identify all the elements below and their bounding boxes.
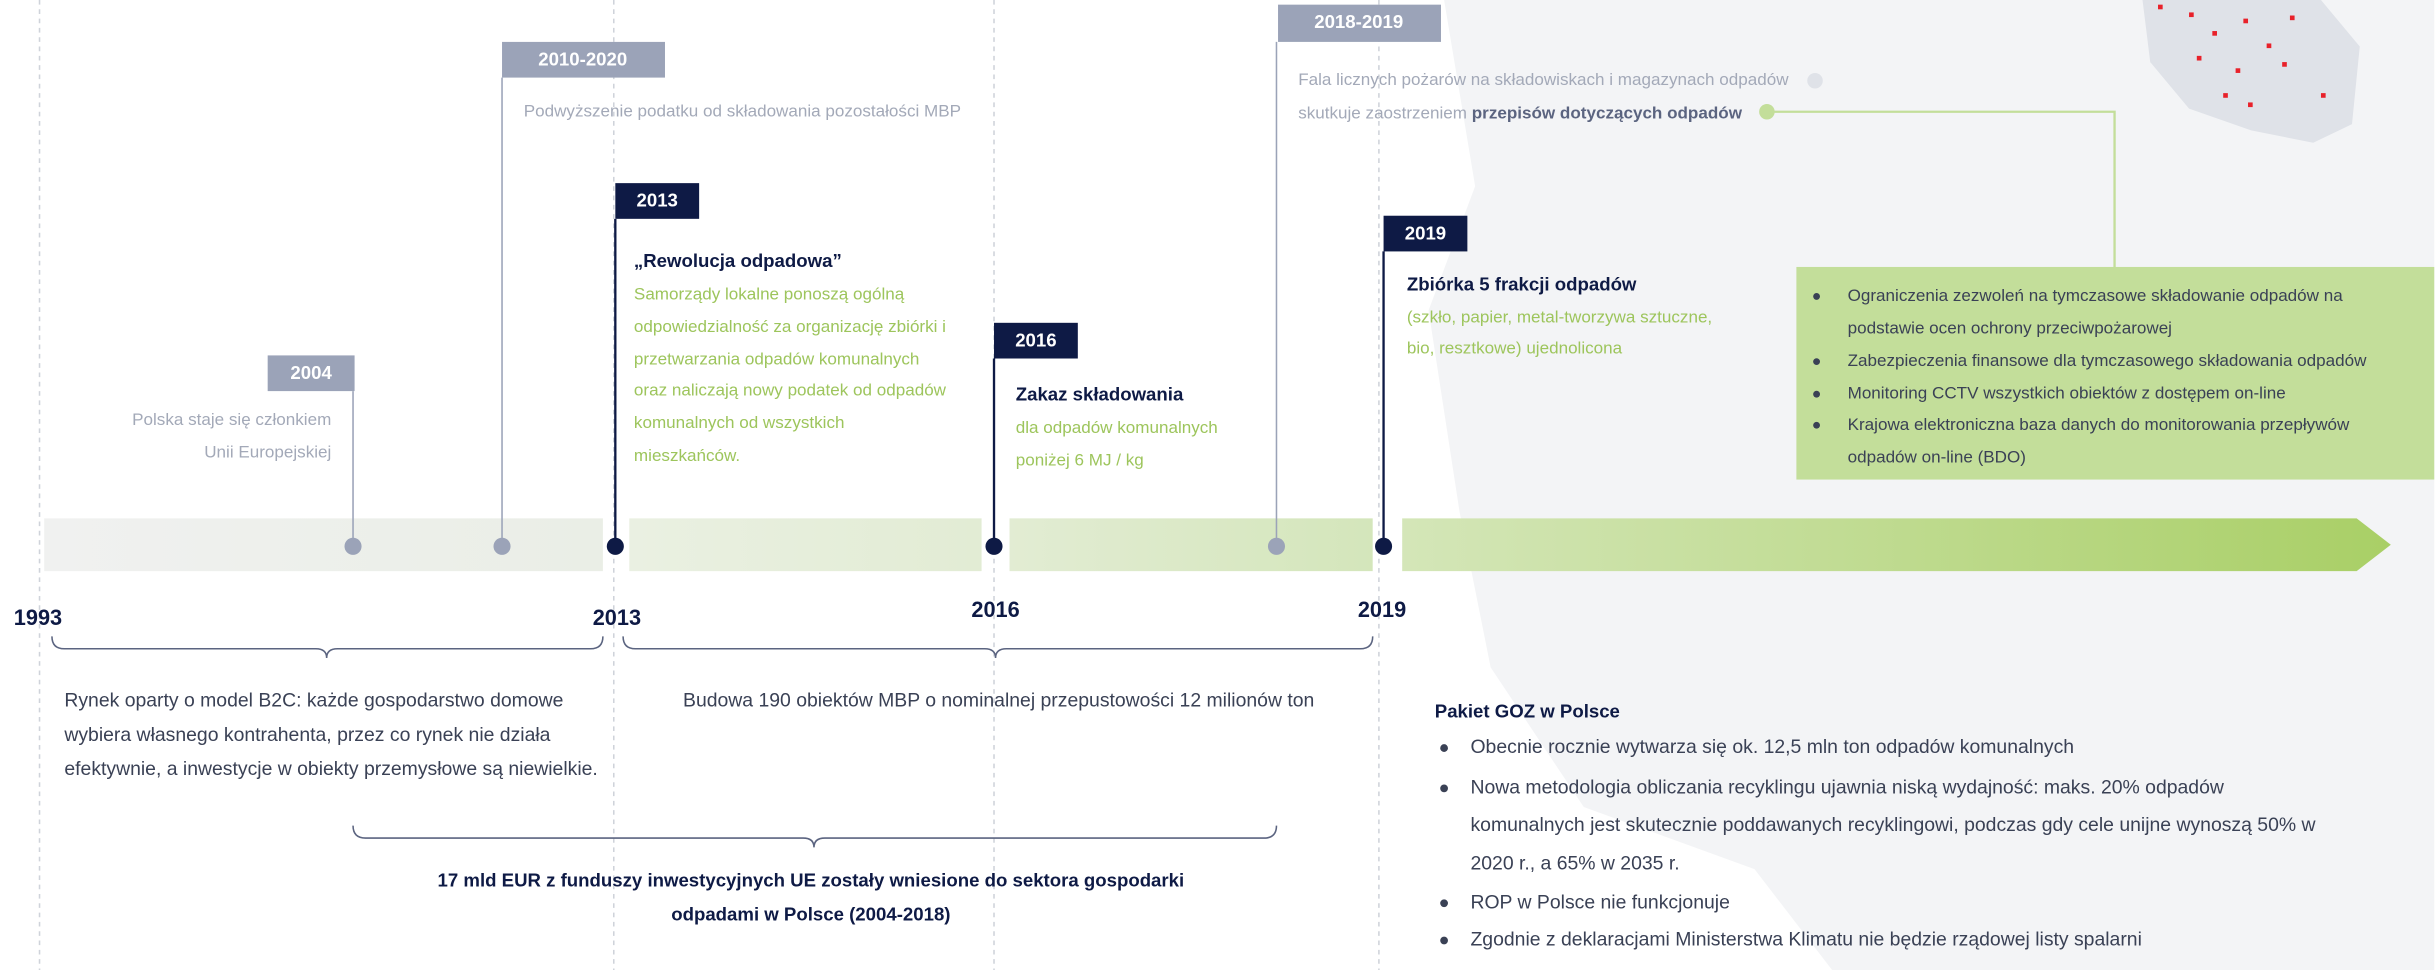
package-item: Zgodnie z deklaracjami Ministerstwa Klim… [1470, 929, 2141, 951]
text: bio, resztkowe) ujednolicona [1407, 339, 1623, 358]
title: Zbiórka 5 frakcji odpadów [1407, 273, 1637, 294]
title: Zakaz składowania [1016, 384, 1184, 405]
badge: 2004 [290, 362, 332, 383]
measures-box: Ograniczenia zezwoleń na tymczasowe skła… [1796, 266, 2435, 480]
year: 1993 [14, 605, 62, 630]
braces [51, 636, 1374, 848]
package-item: komunalnych jest skutecznie poddawanych … [1470, 814, 2316, 836]
badge: 2013 [637, 190, 678, 211]
badge: 2019 [1405, 222, 1446, 243]
text: Samorządy lokalne ponoszą ogólną [634, 284, 905, 303]
year: 2016 [971, 597, 1019, 622]
measure: Ograniczenia zezwoleń na tymczasowe skła… [1848, 286, 2344, 305]
badge: 2018-2019 [1314, 11, 1403, 32]
package: Pakiet GOZ w Polsce Obecnie rocznie wytw… [1435, 700, 2317, 950]
timeline-segment [1009, 518, 1373, 572]
badge: 2016 [1015, 329, 1056, 350]
text: (szkło, papier, metal-tworzywa sztuczne, [1407, 308, 1712, 327]
period-text: Rynek oparty o model B2C: każde gospodar… [64, 690, 563, 712]
package-item: 2020 r., a 65% w 2035 r. [1470, 853, 1679, 875]
event-2016: 2016 Zakaz składowania dla odpadów komun… [985, 322, 1218, 555]
text: Polska staje się członkiem [132, 410, 331, 429]
event-2018: 2018-2019 Fala licznych pożarów na skład… [1267, 4, 2116, 555]
title: „Rewolucja odpadowa” [634, 250, 842, 271]
measure: Zabezpieczenia finansowe dla tymczasoweg… [1848, 351, 2368, 370]
measure: Monitoring CCTV wszystkich obiektów z do… [1848, 384, 2286, 403]
measure: odpadów on-line (BDO) [1848, 447, 2026, 466]
fire-markers [2158, 4, 2326, 108]
text: oraz naliczają nowy podatek od odpadów [634, 381, 947, 400]
map-background [1428, 0, 2435, 970]
timeline-arrow [1402, 518, 2391, 572]
text: skutkuje zaostrzeniem przepisów dotycząc… [1298, 103, 1742, 122]
text: komunalnych od wszystkich [634, 413, 845, 432]
period-text: Budowa 190 obiektów MBP o nominalnej prz… [683, 690, 1314, 712]
text: mieszkańców. [634, 446, 740, 465]
text: Podwyższenie podatku od składowania pozo… [524, 101, 961, 120]
package-title: Pakiet GOZ w Polsce [1435, 700, 1620, 721]
package-item: ROP w Polsce nie funkcjonuje [1470, 891, 1729, 913]
measure: Krajowa elektroniczna baza danych do mon… [1848, 415, 2350, 434]
period-text: 17 mld EUR z funduszy inwestycyjnych UE … [438, 869, 1185, 890]
package-item: Obecnie rocznie wytwarza się ok. 12,5 ml… [1470, 736, 2074, 758]
text: skutkuje zaostrzeniem [1298, 103, 1467, 122]
bold-text: przepisów dotyczących odpadów [1472, 103, 1743, 122]
period-text: efektywnie, a inwestycje w obiekty przem… [64, 758, 597, 780]
text: poniżej 6 MJ / kg [1016, 450, 1144, 469]
event-2010: 2010-2020 Podwyższenie podatku od składo… [493, 41, 961, 555]
text: dla odpadów komunalnych [1016, 418, 1218, 437]
package-item: Nowa metodologia obliczania recyklingu u… [1470, 777, 2224, 799]
badge: 2010-2020 [538, 48, 627, 69]
event-2013: 2013 „Rewolucja odpadowa” Samorządy loka… [606, 183, 947, 555]
text: przetwarzania odpadów komunalnych [634, 350, 920, 369]
timeline-segment [629, 518, 982, 572]
event-2019: 2019 Zbiórka 5 frakcji odpadów (szkło, p… [1375, 215, 1712, 555]
text: odpowiedzialność za organizację zbiórki … [634, 317, 946, 336]
year: 2013 [593, 605, 641, 630]
measure: podstawie ocen ochrony przeciwpożarowej [1848, 319, 2172, 338]
period-text: wybiera własnego kontrahenta, przez co r… [63, 724, 550, 746]
poland-map [2142, 0, 2360, 143]
period-text: odpadami w Polsce (2004-2018) [671, 904, 950, 925]
timeline-segment [44, 518, 603, 572]
event-2004: 2004 Polska staje się członkiem Unii Eur… [132, 355, 362, 555]
guides [38, 0, 1380, 970]
year: 2019 [1358, 597, 1406, 622]
text: Fala licznych pożarów na składowiskach i… [1298, 70, 1789, 89]
text: Unii Europejskiej [204, 443, 331, 462]
